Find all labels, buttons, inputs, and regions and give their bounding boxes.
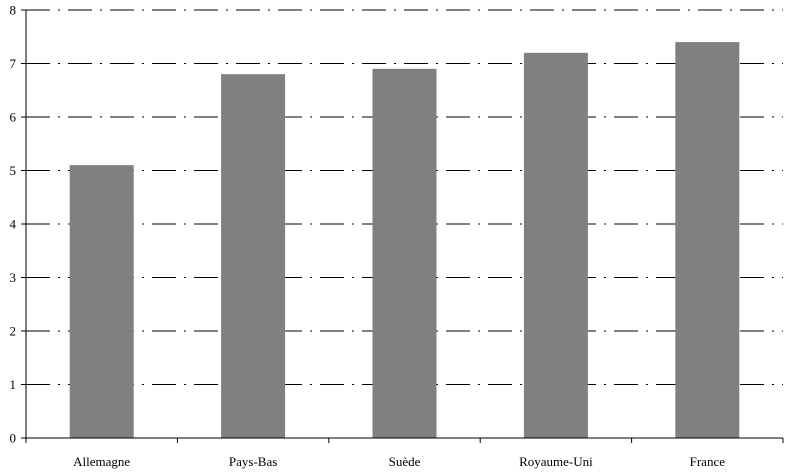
- y-tick-label: 1: [10, 377, 17, 392]
- bar: [675, 42, 740, 438]
- y-tick-label: 4: [10, 217, 17, 232]
- x-category-label: Pays-Bas: [229, 454, 277, 469]
- bar: [523, 52, 588, 439]
- x-category-label: Suède: [389, 454, 421, 469]
- y-axis-ticks: 0 1 2 3 4 5 6 7 8: [10, 3, 26, 446]
- bar: [221, 74, 286, 438]
- y-tick-label: 0: [10, 431, 17, 446]
- y-tick-label: 6: [10, 110, 17, 125]
- x-category-label: Allemagne: [73, 454, 130, 469]
- y-tick-label: 3: [10, 270, 17, 285]
- y-tick-label: 7: [10, 56, 17, 71]
- x-category-label: Royaume-Uni: [519, 454, 593, 469]
- x-category-label: France: [690, 454, 726, 469]
- bar: [69, 165, 134, 438]
- x-axis-labels: Allemagne Pays-Bas Suède Royaume-Uni France: [25, 438, 784, 469]
- y-tick-label: 2: [10, 324, 17, 339]
- bars: [69, 42, 740, 439]
- bar: [372, 68, 437, 438]
- y-tick-label: 8: [10, 3, 17, 18]
- y-tick-label: 5: [10, 163, 17, 178]
